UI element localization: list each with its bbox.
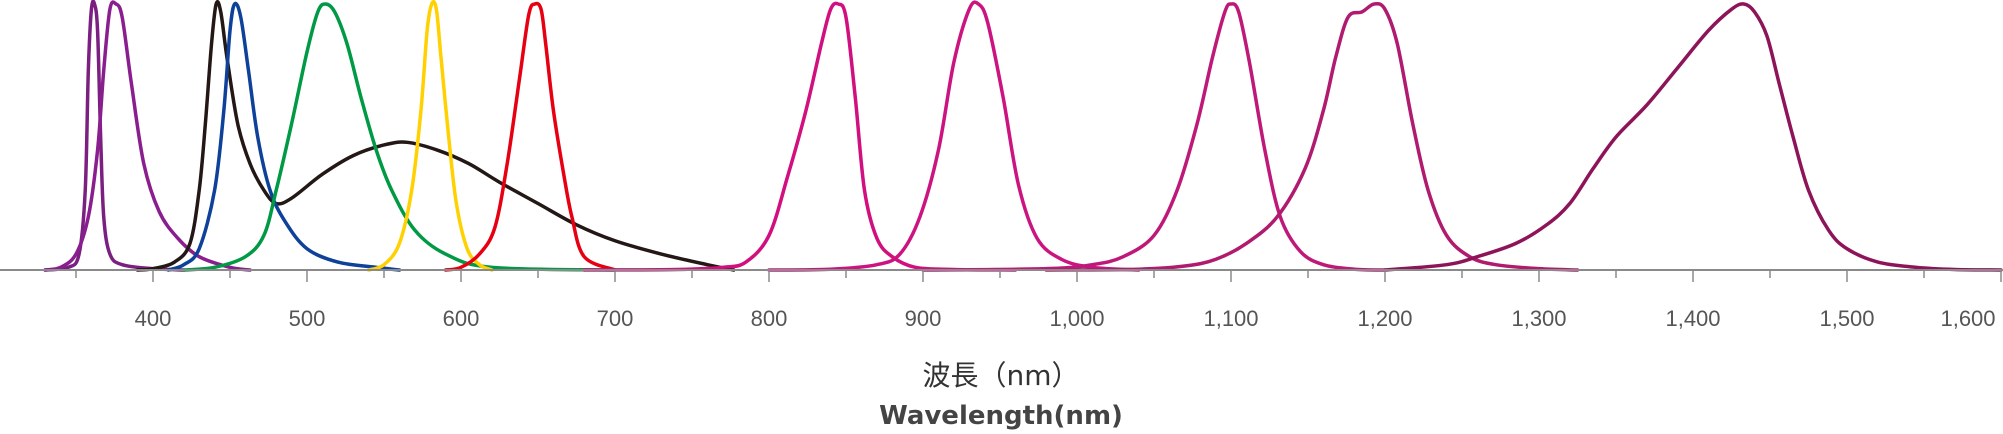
x-axis-ticks: 400 500 600 700 800 900 1,000 1,100 1,200 1,300 1,…	[75, 270, 2002, 331]
x-tick-label: 500	[289, 306, 326, 331]
series-line-11	[1044, 1, 1580, 272]
x-axis-title-english: Wavelength(nm)	[879, 401, 1123, 431]
x-tick-label: 400	[135, 306, 172, 331]
series-line-3	[135, 0, 736, 272]
x-tick-label: 1,200	[1357, 306, 1412, 331]
x-tick-label: 600	[443, 306, 480, 331]
series-line-6	[366, 0, 494, 272]
x-tick-label: 1,400	[1665, 306, 1720, 331]
x-axis-title-japanese: 波長（nm）	[922, 359, 1079, 392]
series-line-10	[921, 2, 1387, 272]
x-tick-label: 700	[597, 306, 634, 331]
x-tick-label: 1,300	[1511, 306, 1566, 331]
series-line-5	[182, 2, 617, 272]
series-line-4	[166, 1, 402, 272]
x-tick-label: 1,600	[1940, 306, 1995, 331]
series-layer	[43, 0, 2003, 272]
x-tick-label: 1,000	[1049, 306, 1104, 331]
series-line-7	[443, 1, 617, 272]
x-tick-label: 800	[751, 306, 788, 331]
series-line-12	[1383, 2, 2003, 272]
series-line-8	[582, 1, 1018, 272]
x-tick-label: 1,100	[1203, 306, 1258, 331]
series-line-1	[43, 0, 186, 272]
x-tick-label: 900	[905, 306, 942, 331]
series-line-9	[767, 0, 1141, 272]
x-tick-label: 1,500	[1819, 306, 1874, 331]
series-line-2	[43, 0, 252, 272]
